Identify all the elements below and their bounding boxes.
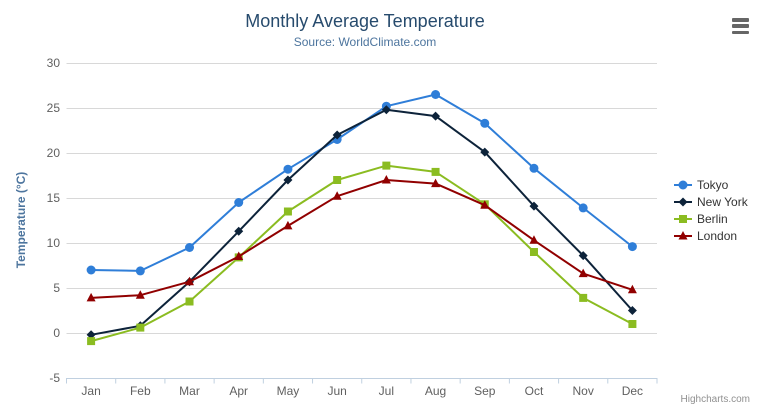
y-tick-label: 10 bbox=[47, 236, 61, 250]
legend-item-tokyo[interactable]: Tokyo bbox=[674, 176, 748, 193]
data-point[interactable] bbox=[283, 220, 293, 230]
data-point[interactable] bbox=[283, 175, 293, 185]
square-legend-marker-icon bbox=[674, 214, 692, 223]
data-point[interactable] bbox=[283, 207, 292, 216]
triangle-legend-marker-icon bbox=[674, 230, 692, 239]
chart-subtitle: Source: WorldClimate.com bbox=[293, 35, 437, 49]
menu-icon bbox=[732, 18, 749, 22]
data-point[interactable] bbox=[332, 130, 342, 140]
data-point[interactable] bbox=[381, 175, 391, 184]
data-point[interactable] bbox=[529, 201, 539, 211]
series-london bbox=[86, 175, 637, 302]
series-line[interactable] bbox=[90, 108, 634, 336]
data-point[interactable] bbox=[529, 235, 539, 244]
x-tick-label: Jun bbox=[327, 384, 346, 398]
data-point[interactable] bbox=[431, 178, 441, 188]
series-line[interactable] bbox=[90, 164, 634, 343]
x-tick-label: Nov bbox=[573, 384, 594, 398]
data-point[interactable] bbox=[578, 268, 588, 278]
data-point[interactable] bbox=[480, 200, 490, 209]
legend-item-label: Berlin bbox=[697, 211, 728, 226]
data-point[interactable] bbox=[431, 167, 440, 176]
data-point[interactable] bbox=[135, 290, 145, 299]
data-point[interactable] bbox=[87, 337, 96, 346]
x-tick-label: Feb bbox=[130, 384, 151, 398]
data-point[interactable] bbox=[86, 330, 96, 340]
highcharts-credits-link[interactable]: Highcharts.com bbox=[680, 394, 750, 405]
data-point[interactable] bbox=[185, 276, 195, 286]
legend-item-label: New York bbox=[697, 194, 748, 209]
legend-item-label: London bbox=[697, 228, 738, 243]
data-point[interactable] bbox=[185, 243, 195, 252]
data-point[interactable] bbox=[529, 163, 539, 173]
y-tick-label: 5 bbox=[53, 281, 60, 295]
menu-icon bbox=[732, 24, 749, 28]
menu-icon bbox=[732, 30, 749, 34]
data-point[interactable] bbox=[185, 297, 194, 306]
data-point[interactable] bbox=[135, 266, 145, 276]
data-point[interactable] bbox=[627, 242, 637, 252]
y-tick-label: 0 bbox=[53, 326, 60, 340]
y-tick-label: 20 bbox=[47, 146, 61, 160]
y-tick-label: 25 bbox=[47, 101, 61, 115]
x-tick-label: Sep bbox=[474, 384, 496, 398]
legend-item-new-york[interactable]: New York bbox=[674, 193, 748, 210]
x-tick-label: Mar bbox=[179, 384, 200, 398]
diamond-legend-marker-icon bbox=[674, 197, 692, 206]
x-tick-label: Aug bbox=[425, 384, 446, 398]
legend-item-london[interactable]: London bbox=[674, 227, 748, 244]
data-point[interactable] bbox=[578, 203, 588, 213]
data-point[interactable] bbox=[480, 147, 490, 157]
x-tick-label: Dec bbox=[622, 384, 643, 398]
legend-item-label: Tokyo bbox=[697, 177, 729, 192]
x-tick-label: Apr bbox=[229, 384, 248, 398]
series-line[interactable] bbox=[90, 93, 634, 272]
data-point[interactable] bbox=[234, 198, 244, 207]
data-point[interactable] bbox=[234, 251, 244, 261]
data-point[interactable] bbox=[431, 90, 441, 99]
data-point[interactable] bbox=[480, 118, 490, 128]
x-tick-label: Oct bbox=[525, 384, 544, 398]
series-new-york bbox=[86, 105, 637, 340]
data-point[interactable] bbox=[381, 105, 391, 115]
y-tick-label: 15 bbox=[47, 191, 61, 205]
data-point[interactable] bbox=[333, 176, 342, 184]
chart-title: Monthly Average Temperature bbox=[245, 11, 485, 31]
y-tick-label: -5 bbox=[49, 371, 60, 385]
x-tick-label: May bbox=[277, 384, 300, 398]
data-point[interactable] bbox=[627, 284, 637, 294]
legend-item-berlin[interactable]: Berlin bbox=[674, 210, 748, 227]
data-point[interactable] bbox=[627, 306, 637, 315]
series-tokyo bbox=[86, 90, 637, 276]
data-point[interactable] bbox=[382, 161, 391, 170]
data-point[interactable] bbox=[578, 251, 588, 261]
data-point[interactable] bbox=[234, 226, 244, 236]
data-point[interactable] bbox=[431, 111, 441, 121]
data-point[interactable] bbox=[628, 320, 637, 328]
x-tick-label: Jan bbox=[81, 384, 100, 398]
data-point[interactable] bbox=[86, 265, 96, 275]
data-point[interactable] bbox=[579, 293, 588, 302]
data-point[interactable] bbox=[529, 248, 538, 256]
data-point[interactable] bbox=[332, 191, 342, 200]
series-line[interactable] bbox=[90, 179, 634, 299]
data-point[interactable] bbox=[136, 323, 145, 332]
y-tick-label: 30 bbox=[47, 56, 61, 70]
x-tick-label: Jul bbox=[379, 384, 394, 398]
data-point[interactable] bbox=[86, 292, 96, 302]
chart-context-menu-button[interactable] bbox=[728, 15, 754, 37]
data-point[interactable] bbox=[283, 164, 293, 174]
legend: Tokyo New York Berlin London bbox=[674, 176, 748, 244]
circle-legend-marker-icon bbox=[674, 180, 692, 189]
